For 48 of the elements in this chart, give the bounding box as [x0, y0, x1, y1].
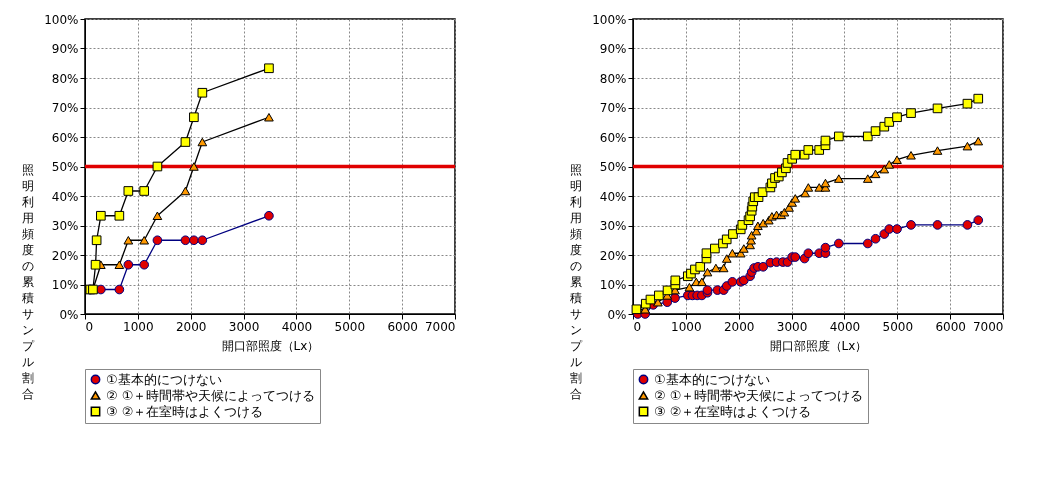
y-tick-label: 70% [51, 101, 79, 115]
legend-label: ①基本的につけない [654, 371, 770, 387]
y-tick-label: 0% [607, 307, 627, 322]
x-axis-title: 開口部照度（Lx） [769, 338, 868, 353]
legend-label: ② ①＋時間帯や天候によってつける [106, 387, 316, 403]
y-tick-label: 30% [599, 219, 627, 233]
y-tick-label: 80% [599, 71, 627, 86]
x-tick-label: 5000 [882, 319, 914, 334]
x-tick-label: 4000 [829, 319, 861, 334]
legend-label: ② ①＋時間帯や天候によってつける [654, 387, 864, 403]
y-tick-label: 70% [599, 101, 627, 115]
y-tick-label: 100% [592, 12, 627, 27]
x-axis-title: 開口部照度（Lx） [221, 338, 320, 353]
y-tick-label: 10% [51, 278, 79, 292]
y-tick-label: 20% [51, 248, 79, 263]
y-tick-label: 10% [599, 278, 627, 292]
x-tick-label: 5000 [334, 319, 366, 334]
y-tick-label: 60% [51, 130, 79, 145]
y-tick-label: 30% [51, 219, 79, 233]
y-tick-label: 80% [51, 71, 79, 86]
x-tick-label: 7000 [972, 319, 1004, 334]
legend-label: ③ ②＋在室時はよくつける [654, 403, 812, 419]
text: 照明利用頻度の累積サンプル割合 [21, 162, 34, 401]
x-tick-label: 2000 [175, 319, 207, 334]
x-tick-label: 3000 [776, 319, 808, 334]
x-tick-label: 7000 [424, 319, 456, 334]
y-tick-label: 40% [599, 189, 627, 204]
y-tick-label: 50% [51, 160, 79, 174]
x-tick-label: 4000 [281, 319, 313, 334]
y-tick-label: 90% [599, 42, 627, 56]
y-tick-label: 100% [44, 12, 79, 27]
x-tick-label: 0 [85, 319, 94, 334]
text: 照明利用頻度の累積サンプル割合 [569, 162, 582, 401]
y-tick-label: 90% [51, 42, 79, 56]
x-tick-label: 6000 [935, 319, 966, 334]
x-tick-label: 1000 [123, 319, 154, 334]
y-tick-label: 50% [599, 160, 627, 174]
y-tick-label: 0% [59, 307, 79, 322]
x-tick-label: 6000 [387, 319, 418, 334]
x-tick-label: 2000 [723, 319, 755, 334]
x-tick-label: 1000 [671, 319, 702, 334]
y-tick-label: 60% [599, 130, 627, 145]
x-tick-label: 3000 [228, 319, 260, 334]
y-tick-label: 20% [599, 248, 627, 263]
x-tick-label: 0 [633, 319, 642, 334]
legend-label: ①基本的につけない [106, 371, 222, 387]
legend-label: ③ ②＋在室時はよくつける [106, 403, 264, 419]
y-tick-label: 40% [51, 189, 79, 204]
